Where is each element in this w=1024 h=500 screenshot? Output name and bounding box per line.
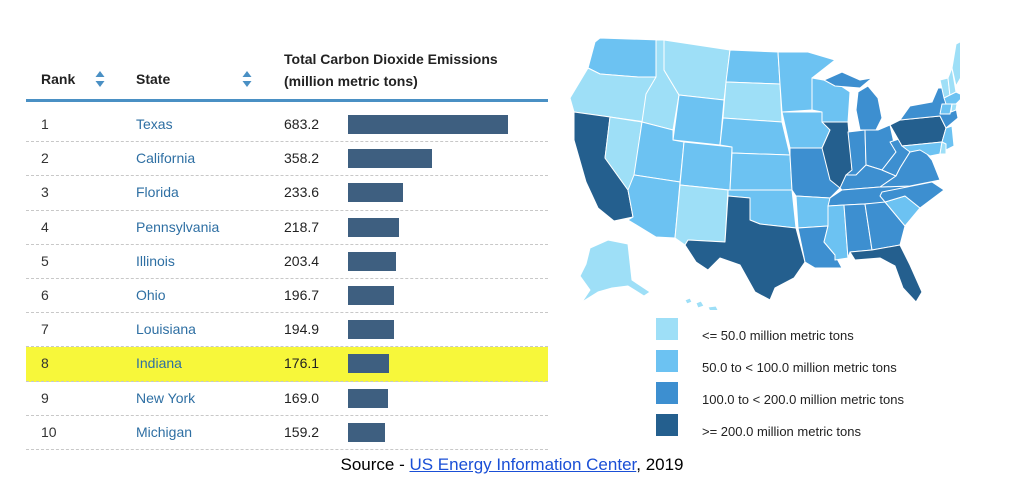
emission-bar bbox=[348, 388, 388, 408]
state-cell[interactable]: California bbox=[136, 150, 196, 167]
rank-cell: 3 bbox=[41, 184, 49, 201]
state-cell[interactable]: Pennsylvania bbox=[136, 218, 220, 235]
legend-swatch bbox=[656, 382, 678, 404]
state-column-header: State bbox=[136, 71, 171, 87]
emission-bar bbox=[348, 149, 432, 169]
table-row: 1 Texas 683.2 bbox=[26, 108, 548, 143]
emission-bar bbox=[348, 422, 386, 442]
state-north-dakota bbox=[725, 49, 781, 85]
rank-cell: 8 bbox=[41, 355, 49, 372]
state-wyoming bbox=[672, 94, 725, 146]
state-north-carolina bbox=[879, 181, 945, 209]
us-emissions-map bbox=[569, 37, 960, 310]
state-rhode-island bbox=[950, 103, 958, 113]
table-row: 8 Indiana 176.1 bbox=[26, 347, 548, 382]
value-label: 196.7 bbox=[284, 286, 320, 303]
rank-cell: 7 bbox=[41, 321, 49, 338]
state-maine bbox=[951, 41, 960, 87]
emissions-column-header: Total Carbon Dioxide Emissions (million … bbox=[284, 48, 498, 92]
state-cell[interactable]: Michigan bbox=[136, 423, 193, 440]
state-virginia bbox=[879, 147, 941, 188]
value-label: 159.2 bbox=[284, 423, 320, 440]
rank-cell: 10 bbox=[41, 423, 57, 440]
sort-state-icon[interactable] bbox=[242, 70, 252, 88]
value-label: 683.2 bbox=[284, 116, 320, 132]
table-row: 5 Illinois 203.4 bbox=[26, 245, 548, 279]
rank-cell: 5 bbox=[41, 252, 49, 269]
rank-cell: 2 bbox=[41, 150, 49, 167]
value-label: 218.7 bbox=[284, 218, 320, 235]
emission-bar bbox=[348, 217, 400, 237]
state-cell[interactable]: Texas bbox=[136, 116, 173, 132]
state-texas bbox=[684, 195, 806, 301]
table-header: Rank State Total Carbon Dioxide Emission… bbox=[26, 42, 548, 102]
state-washington bbox=[587, 37, 661, 78]
sort-rank-icon[interactable] bbox=[95, 70, 105, 88]
state-massachusetts bbox=[943, 91, 960, 105]
legend-swatch bbox=[656, 318, 678, 340]
table-row: 10 Michigan 159.2 bbox=[26, 416, 548, 450]
table-row: 3 Florida 233.6 bbox=[26, 176, 548, 211]
state-cell[interactable]: Louisiana bbox=[136, 321, 196, 338]
rank-cell: 4 bbox=[41, 218, 49, 235]
value-label: 176.1 bbox=[284, 355, 320, 372]
state-cell[interactable]: Illinois bbox=[136, 252, 175, 269]
emission-bar bbox=[348, 251, 396, 271]
rank-cell: 6 bbox=[41, 286, 49, 303]
value-label: 358.2 bbox=[284, 150, 320, 167]
state-michigan-upper bbox=[823, 71, 873, 89]
emissions-header-line2: (million metric tons) bbox=[284, 73, 418, 89]
source-caption: Source - US Energy Information Center, 2… bbox=[0, 455, 1024, 475]
table-row: 9 New York 169.0 bbox=[26, 382, 548, 416]
table-row: 6 Ohio 196.7 bbox=[26, 279, 548, 314]
emissions-table: Rank State Total Carbon Dioxide Emission… bbox=[26, 42, 548, 450]
state-connecticut bbox=[939, 103, 953, 115]
rank-cell: 9 bbox=[41, 389, 49, 406]
state-new-mexico bbox=[674, 184, 729, 246]
emission-bar bbox=[348, 320, 394, 340]
legend-label: 50.0 to < 100.0 million metric tons bbox=[702, 360, 897, 375]
state-illinois bbox=[821, 121, 853, 193]
emissions-header-line1: Total Carbon Dioxide Emissions bbox=[284, 51, 498, 67]
state-michigan bbox=[855, 85, 883, 131]
state-colorado bbox=[679, 141, 733, 191]
emission-bar bbox=[348, 115, 508, 134]
state-cell[interactable]: Indiana bbox=[136, 355, 182, 372]
value-label: 169.0 bbox=[284, 389, 320, 406]
rank-column-header: Rank bbox=[41, 71, 76, 87]
source-prefix: Source - bbox=[340, 455, 410, 474]
state-south-dakota bbox=[722, 81, 783, 123]
state-florida bbox=[849, 244, 923, 303]
table-row: 2 California 358.2 bbox=[26, 142, 548, 177]
source-link[interactable]: US Energy Information Center bbox=[409, 455, 637, 474]
state-delaware bbox=[939, 141, 947, 155]
table-row: 4 Pennsylvania 218.7 bbox=[26, 211, 548, 245]
emission-bar bbox=[348, 183, 403, 203]
state-arizona bbox=[627, 174, 681, 239]
legend-label: <= 50.0 million metric tons bbox=[702, 328, 854, 343]
state-cell[interactable]: Florida bbox=[136, 184, 179, 201]
state-kansas bbox=[729, 152, 793, 191]
source-suffix: , 2019 bbox=[636, 455, 684, 474]
state-cell[interactable]: New York bbox=[136, 389, 196, 406]
value-label: 194.9 bbox=[284, 321, 320, 338]
legend-swatch bbox=[656, 414, 678, 436]
table-row: 7 Louisiana 194.9 bbox=[26, 313, 548, 348]
emission-bar bbox=[348, 354, 390, 374]
value-label: 233.6 bbox=[284, 184, 320, 201]
legend-label: 100.0 to < 200.0 million metric tons bbox=[702, 392, 904, 407]
legend-swatch bbox=[656, 350, 678, 372]
legend-label: >= 200.0 million metric tons bbox=[702, 424, 861, 439]
state-arkansas bbox=[795, 195, 831, 229]
state-cell[interactable]: Ohio bbox=[136, 286, 166, 303]
state-hawaii bbox=[684, 297, 719, 310]
table-body: 1 Texas 683.2 2 California 358.2 3 Florida 233.6… bbox=[26, 108, 548, 450]
value-label: 203.4 bbox=[284, 252, 320, 269]
emission-bar bbox=[348, 285, 395, 305]
rank-cell: 1 bbox=[41, 116, 49, 132]
state-alaska bbox=[579, 239, 651, 303]
